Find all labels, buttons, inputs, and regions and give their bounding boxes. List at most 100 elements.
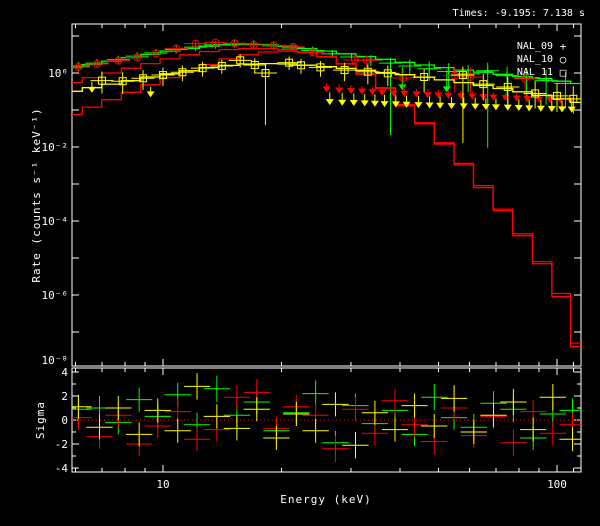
legend-label-nal10: NAL_10 [517, 54, 553, 65]
down-arrow-icon [398, 84, 407, 91]
down-arrow-icon [378, 89, 387, 96]
sigma-tick-label: 0 [61, 414, 68, 427]
circle-marker [114, 56, 123, 65]
down-arrow-icon [547, 106, 556, 113]
circle-marker [152, 49, 161, 58]
circle-marker [191, 39, 200, 48]
square-marker [178, 68, 187, 77]
sigma-tick-label: -2 [55, 438, 68, 451]
down-arrow-icon [368, 89, 377, 96]
circle-marker [269, 41, 278, 50]
plus-marker [444, 67, 453, 76]
down-arrow-icon [412, 91, 421, 98]
down-arrow-icon [434, 92, 443, 99]
circle-marker [249, 41, 258, 50]
down-arrow-icon [489, 94, 498, 101]
square-marker [363, 67, 372, 76]
plus-marker [561, 79, 570, 88]
plus-marker [425, 64, 434, 73]
down-arrow-icon [414, 102, 423, 109]
down-arrow-icon [370, 100, 379, 107]
down-arrow-icon [501, 95, 510, 102]
plus-marker [386, 59, 395, 68]
square-marker [198, 64, 207, 73]
square-marker [458, 71, 467, 80]
circle-marker [450, 71, 459, 80]
residuals-nal_11 [72, 373, 581, 459]
y-tick-label: 10⁻² [42, 141, 69, 154]
down-arrow-icon [442, 86, 451, 93]
down-arrow-icon [346, 88, 355, 95]
circle-marker [93, 60, 102, 69]
square-marker [420, 72, 429, 81]
circle-marker [74, 63, 83, 72]
down-arrow-icon [360, 100, 369, 107]
circle-marker [211, 38, 220, 47]
down-arrow-icon [322, 86, 331, 93]
down-arrow-icon [512, 95, 521, 102]
down-arrow-icon [546, 96, 555, 103]
square-marker [340, 66, 349, 75]
down-arrow-icon [87, 86, 96, 93]
down-arrow-icon [481, 104, 490, 110]
down-arrow-icon [523, 95, 532, 102]
circle-marker [521, 74, 530, 83]
circle-marker [308, 48, 317, 57]
square-marker [553, 91, 561, 100]
square-marker [531, 89, 540, 98]
down-arrow-icon [447, 103, 456, 110]
down-arrow-icon [425, 102, 434, 109]
sigma-panel-data [72, 373, 581, 462]
square-marker [479, 80, 488, 89]
down-arrow-icon [558, 106, 567, 113]
square-marker [236, 56, 245, 65]
down-arrow-icon [358, 88, 367, 95]
legend-item-nal10: NAL_10 ○ [517, 53, 567, 66]
square-marker [569, 94, 578, 103]
x-tick-label: 10 [156, 478, 169, 491]
x-axis-label: Energy (keV) [280, 493, 371, 506]
model-histogram [72, 43, 581, 85]
residuals-nal_10 [72, 379, 581, 462]
plus-marker [542, 76, 551, 85]
series-nal_10 [72, 38, 581, 348]
down-arrow-icon [391, 101, 400, 108]
square-marker [316, 63, 325, 72]
down-arrow-icon [444, 92, 453, 99]
square-marker [261, 69, 270, 77]
y-tick-label: 10⁰ [48, 67, 68, 80]
down-arrow-icon [536, 105, 545, 112]
axis-tick-labels: 10 100 10⁰ 10⁻² 10⁻⁴ 10⁻⁶ 10⁻⁸4 2 0 -2 -4 [42, 67, 567, 491]
down-arrow-icon [402, 101, 411, 108]
down-arrow-icon [389, 90, 398, 97]
circle-marker [230, 39, 239, 48]
square-marker [118, 77, 127, 86]
square-marker [159, 71, 167, 80]
square-marker [217, 61, 226, 70]
sigma-axis-label: Sigma [34, 401, 47, 439]
plus-marker [405, 61, 414, 70]
circle-marker [362, 56, 371, 65]
down-arrow-icon [471, 103, 480, 110]
main-panel-frame [71, 23, 582, 367]
y-tick-label: 10⁻⁴ [42, 215, 69, 228]
y-tick-label: 10⁻⁶ [42, 289, 69, 302]
circle-marker [133, 53, 142, 62]
down-arrow-icon [380, 101, 389, 108]
legend-label-nal09: NAL_09 [517, 41, 553, 52]
square-marker [97, 76, 106, 85]
square-marker [139, 74, 148, 83]
circle-marker [289, 42, 298, 51]
series-nal_11 [72, 54, 581, 143]
down-arrow-icon [491, 104, 500, 111]
down-arrow-icon [567, 106, 576, 113]
main-panel-data [72, 38, 581, 348]
legend: NAL_09 + NAL_10 ○ NAL_11 □ [517, 40, 567, 79]
sigma-tick-label: 2 [61, 390, 68, 403]
x-tick-label: 100 [547, 478, 567, 491]
down-arrow-icon [525, 105, 534, 112]
down-arrow-icon [436, 102, 445, 109]
y-tick-label: 10⁻⁸ [42, 354, 69, 367]
down-arrow-icon [335, 87, 344, 94]
